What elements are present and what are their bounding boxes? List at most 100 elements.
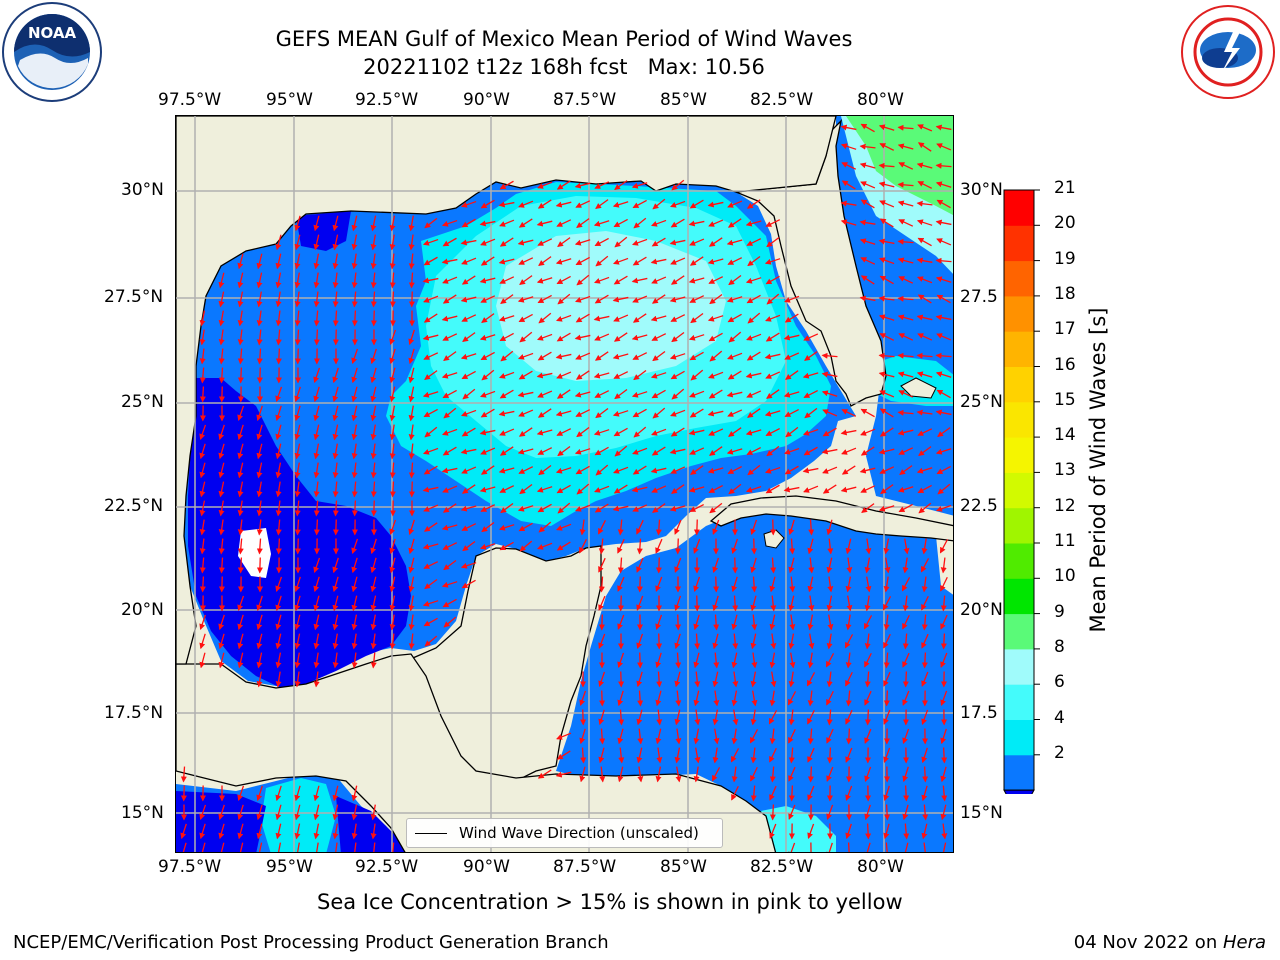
- wind-wave-arrow: [199, 633, 206, 650]
- wind-wave-arrow: [294, 576, 301, 593]
- wind-wave-arrow: [460, 562, 477, 569]
- wind-wave-arrow: [898, 276, 914, 284]
- wind-wave-arrow: [294, 614, 301, 631]
- wind-wave-arrow: [294, 595, 301, 612]
- wind-wave-arrow: [595, 255, 609, 267]
- wind-wave-arrow: [632, 447, 648, 455]
- wind-wave-arrow: [845, 614, 852, 631]
- wind-wave-arrow: [580, 709, 587, 726]
- wind-wave-arrow: [537, 447, 553, 455]
- wind-wave-arrow: [480, 238, 496, 246]
- wind-wave-arrow: [422, 334, 439, 341]
- wind-wave-arrow: [237, 348, 244, 365]
- wind-wave-arrow: [256, 785, 263, 802]
- wind-wave-arrow: [897, 143, 914, 150]
- wind-wave-arrow: [351, 538, 359, 555]
- lat-label-left: 17.5°N: [104, 703, 164, 723]
- wind-wave-arrow: [636, 576, 643, 593]
- wind-wave-arrow: [863, 615, 873, 630]
- wind-wave-arrow: [804, 407, 818, 419]
- wind-wave-arrow: [313, 671, 320, 688]
- wind-wave-arrow: [674, 633, 681, 650]
- wind-wave-arrow: [916, 352, 933, 359]
- wind-wave-arrow: [481, 369, 495, 381]
- wind-wave-arrow: [922, 766, 929, 783]
- wind-wave-arrow: [651, 389, 666, 399]
- wind-wave-arrow: [480, 351, 495, 361]
- colorbar-segment: [1004, 684, 1034, 720]
- wind-wave-arrow: [902, 614, 910, 630]
- wind-wave-arrow: [351, 785, 358, 802]
- wind-wave-arrow: [707, 410, 724, 417]
- wind-wave-arrow: [674, 538, 681, 555]
- wind-wave-arrow: [614, 388, 628, 400]
- mexico-land: [176, 116, 837, 665]
- wind-wave-arrow: [804, 351, 818, 361]
- wind-wave-arrow: [879, 408, 894, 418]
- wind-wave-arrow: [351, 405, 358, 422]
- wind-wave-arrow: [313, 215, 320, 232]
- wind-wave-arrow: [480, 199, 495, 209]
- wind-wave-arrow: [423, 408, 438, 418]
- wind-wave-arrow: [670, 275, 685, 285]
- wind-wave-arrow: [555, 467, 572, 474]
- lat-label-left: 27.5°N: [104, 287, 164, 307]
- wind-wave-arrow: [859, 295, 876, 302]
- wind-wave-arrow: [351, 367, 358, 384]
- wind-wave-arrow: [897, 181, 914, 188]
- wind-wave-arrow: [199, 367, 206, 384]
- wind-wave-arrow: [423, 256, 438, 266]
- wind-wave-arrow: [898, 333, 914, 341]
- wind-wave-arrow: [370, 253, 377, 270]
- footer-source: NCEP/EMC/Verification Post Processing Pr…: [13, 932, 609, 953]
- wind-wave-arrow: [313, 823, 320, 840]
- wind-wave-arrow: [690, 312, 704, 324]
- wind-wave-arrow: [218, 804, 225, 821]
- wind-wave-arrow: [536, 277, 553, 284]
- wind-wave-arrow: [751, 576, 758, 593]
- wind-wave-arrow: [199, 348, 206, 365]
- wind-wave-arrow: [256, 253, 263, 270]
- wind-wave-arrow: [821, 390, 838, 397]
- wind-wave-arrow: [655, 614, 663, 631]
- wind-wave-arrow: [845, 823, 852, 840]
- wind-wave-arrow: [518, 352, 534, 360]
- wind-wave-arrow: [807, 576, 814, 593]
- wind-wave-arrow: [651, 294, 666, 304]
- wind-wave-arrow: [199, 538, 206, 555]
- wind-wave-arrow: [788, 557, 795, 574]
- wind-wave-arrow: [389, 367, 396, 384]
- wind-wave-arrow: [332, 424, 339, 441]
- wind-wave-arrow: [898, 219, 914, 227]
- wind-wave-arrow: [498, 467, 515, 474]
- colorbar-segment: [1004, 507, 1034, 544]
- wind-wave-arrow: [613, 466, 629, 474]
- wind-wave-arrow: [354, 842, 357, 852]
- colorbar-tick-label: 18: [1054, 283, 1076, 304]
- wind-wave-arrow: [256, 557, 263, 574]
- wind-wave-arrow: [199, 424, 207, 441]
- wind-wave-arrow: [408, 215, 415, 232]
- wind-wave-arrow: [674, 519, 682, 535]
- wind-wave-arrow: [499, 371, 515, 379]
- wind-wave-arrow: [370, 576, 377, 593]
- wind-wave-arrow: [652, 503, 666, 513]
- wind-wave-arrow: [865, 823, 872, 840]
- wind-wave-arrow: [766, 389, 780, 399]
- wind-wave-arrow: [180, 823, 187, 840]
- wind-wave-arrow: [370, 538, 377, 555]
- wind-wave-arrow: [637, 728, 644, 745]
- wind-wave-arrow: [442, 389, 457, 399]
- wind-wave-arrow: [821, 371, 838, 378]
- wind-wave-arrow: [256, 405, 263, 422]
- wind-wave-arrow: [864, 728, 872, 744]
- colorbar-tick-label: 15: [1054, 389, 1076, 410]
- wind-wave-arrow: [424, 217, 438, 229]
- wind-wave-arrow: [732, 595, 739, 612]
- wind-wave-arrow: [764, 258, 781, 265]
- wind-wave-arrow: [218, 481, 225, 498]
- wind-wave-arrow: [746, 351, 761, 361]
- wind-wave-arrow: [745, 277, 762, 284]
- wind-wave-arrow: [332, 519, 339, 536]
- colorbar-ticks: 21 20 19 18 17 16 15 14 13 12 11 10 9 8 6 4 2: [1046, 178, 1106, 768]
